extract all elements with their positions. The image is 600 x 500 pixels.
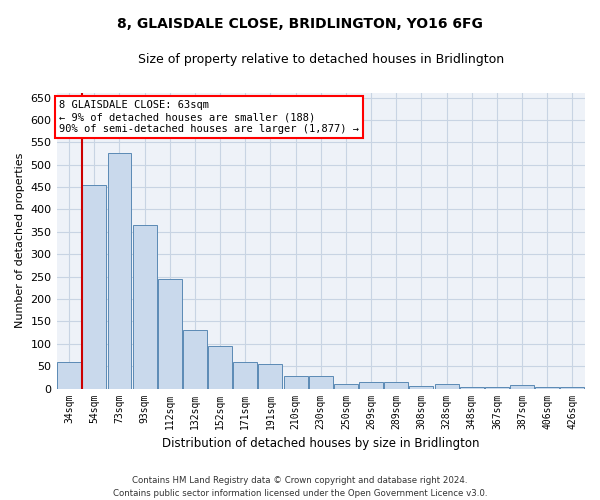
Bar xyxy=(409,386,433,388)
Text: Contains HM Land Registry data © Crown copyright and database right 2024.
Contai: Contains HM Land Registry data © Crown c… xyxy=(113,476,487,498)
Bar xyxy=(434,384,458,388)
Bar xyxy=(158,279,182,388)
Text: 8 GLAISDALE CLOSE: 63sqm
← 9% of detached houses are smaller (188)
90% of semi-d: 8 GLAISDALE CLOSE: 63sqm ← 9% of detache… xyxy=(59,100,359,134)
Bar xyxy=(560,387,584,388)
Bar xyxy=(510,386,534,388)
Bar xyxy=(385,382,408,388)
Bar xyxy=(82,185,106,388)
X-axis label: Distribution of detached houses by size in Bridlington: Distribution of detached houses by size … xyxy=(162,437,479,450)
Bar xyxy=(133,225,157,388)
Bar xyxy=(233,362,257,388)
Text: 8, GLAISDALE CLOSE, BRIDLINGTON, YO16 6FG: 8, GLAISDALE CLOSE, BRIDLINGTON, YO16 6F… xyxy=(117,18,483,32)
Title: Size of property relative to detached houses in Bridlington: Size of property relative to detached ho… xyxy=(138,52,504,66)
Bar xyxy=(107,154,131,388)
Bar xyxy=(284,376,308,388)
Bar xyxy=(183,330,207,388)
Bar xyxy=(485,387,509,388)
Bar xyxy=(334,384,358,388)
Bar xyxy=(57,362,81,388)
Bar xyxy=(460,387,484,388)
Y-axis label: Number of detached properties: Number of detached properties xyxy=(15,153,25,328)
Bar xyxy=(309,376,333,388)
Bar xyxy=(259,364,283,388)
Bar xyxy=(208,346,232,389)
Bar xyxy=(535,387,559,388)
Bar xyxy=(359,382,383,388)
